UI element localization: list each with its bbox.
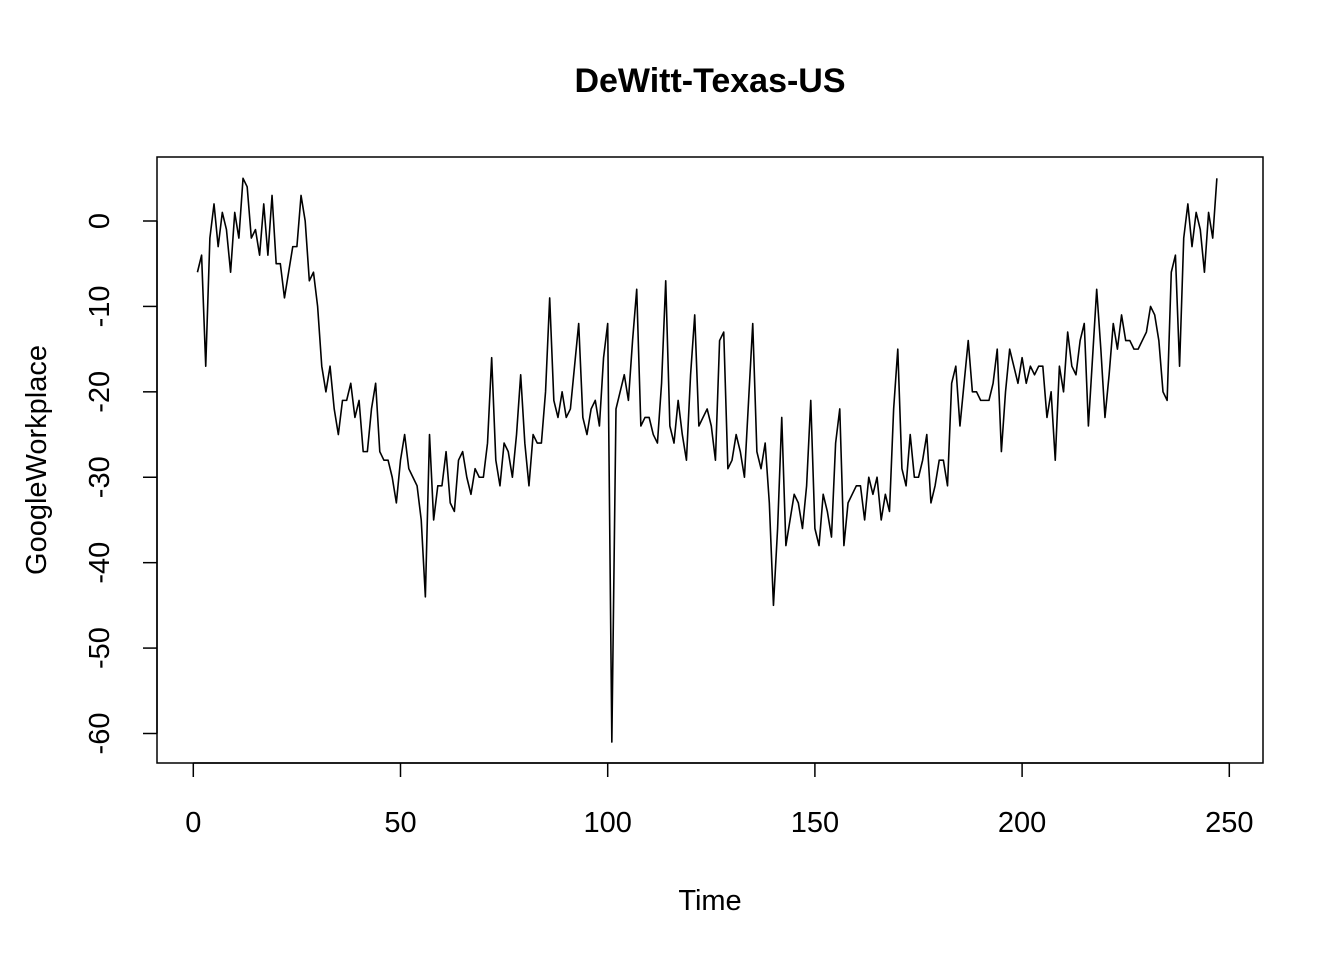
x-tick-label: 200: [998, 807, 1046, 839]
y-axis: 0 -10 -20 -30 -40 -50 -60: [84, 213, 157, 755]
x-tick-label: 0: [185, 807, 201, 839]
y-axis-label: GoogleWorkplace: [21, 345, 53, 575]
x-tick-label: 250: [1205, 807, 1253, 839]
y-tick-label: -30: [84, 456, 116, 498]
y-tick-label: -10: [84, 285, 116, 327]
series-line: [197, 178, 1216, 742]
x-tick-label: 150: [791, 807, 839, 839]
x-tick-label: 100: [584, 807, 632, 839]
y-tick-label: -20: [84, 371, 116, 413]
chart-title: DeWitt-Texas-US: [574, 62, 845, 100]
y-tick-label: -40: [84, 542, 116, 584]
y-tick-label: -50: [84, 627, 116, 669]
x-tick-label: 50: [384, 807, 416, 839]
y-tick-label: 0: [84, 213, 116, 229]
x-axis: 0 50 100 150 200 250: [185, 763, 1253, 839]
plot-frame: [157, 157, 1263, 763]
x-axis-label: Time: [678, 885, 741, 917]
y-tick-label: -60: [84, 713, 116, 755]
